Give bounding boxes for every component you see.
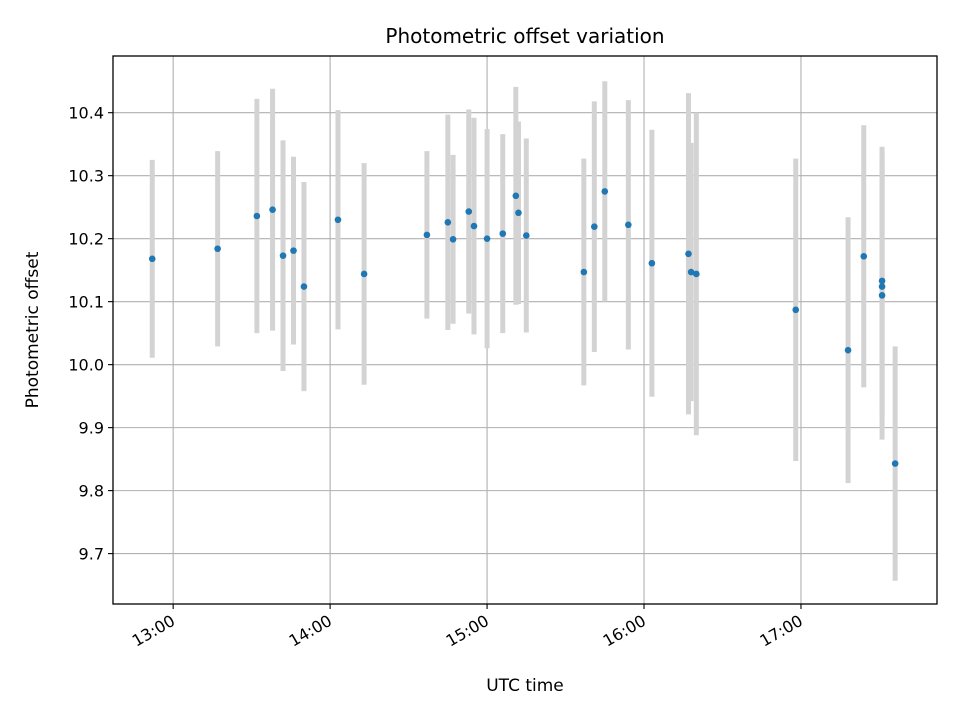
y-tick-label: 10.4: [68, 104, 104, 123]
data-point: [687, 268, 695, 276]
data-point: [580, 268, 588, 276]
data-point: [792, 306, 800, 314]
data-point: [878, 277, 886, 285]
data-point: [444, 218, 452, 226]
point-layer: [148, 188, 899, 467]
data-point: [449, 235, 457, 243]
data-point: [878, 283, 886, 290]
y-tick-label: 10.2: [68, 230, 104, 249]
data-point: [685, 250, 692, 258]
data-point: [279, 252, 287, 259]
data-point: [844, 346, 852, 354]
data-point: [625, 221, 632, 229]
data-point: [523, 232, 530, 239]
data-point: [512, 192, 520, 200]
errorbar-layer: [149, 81, 898, 581]
grid-layer: [113, 56, 937, 604]
data-point: [148, 255, 156, 263]
data-point: [860, 253, 868, 260]
x-tick-label: 17:00: [757, 611, 806, 651]
data-point: [290, 247, 297, 254]
y-tick-label: 10.3: [68, 167, 104, 186]
y-tick-label: 10.1: [68, 293, 104, 312]
data-point: [360, 270, 368, 278]
data-point: [648, 259, 656, 267]
y-tick-label: 9.7: [79, 545, 104, 564]
data-point: [470, 222, 478, 230]
y-tick-label: 9.9: [79, 419, 104, 438]
y-axis-title: Photometric offset: [23, 251, 43, 408]
x-tick-label: 15:00: [443, 611, 492, 651]
x-tick-label: 13:00: [129, 611, 178, 651]
data-point: [601, 188, 609, 195]
data-point: [465, 208, 473, 215]
data-point: [253, 212, 261, 220]
data-point: [483, 235, 491, 242]
y-tick-label: 10.0: [68, 356, 104, 375]
x-tick-label: 14:00: [286, 611, 335, 651]
y-tick-label: 9.8: [79, 482, 104, 501]
data-point: [300, 283, 308, 290]
plot-frame: [112, 55, 938, 605]
data-point: [515, 209, 522, 217]
data-point: [891, 460, 899, 467]
data-point: [499, 230, 507, 237]
data-point: [334, 216, 342, 224]
x-tick-label: 16:00: [600, 611, 649, 651]
data-point: [423, 231, 431, 239]
data-point: [693, 270, 700, 278]
data-point: [214, 245, 221, 253]
chart-title: Photometric offset variation: [385, 24, 664, 48]
data-point: [591, 223, 598, 230]
x-axis-title: UTC time: [486, 676, 564, 696]
data-point: [878, 292, 886, 299]
data-point: [269, 206, 276, 213]
